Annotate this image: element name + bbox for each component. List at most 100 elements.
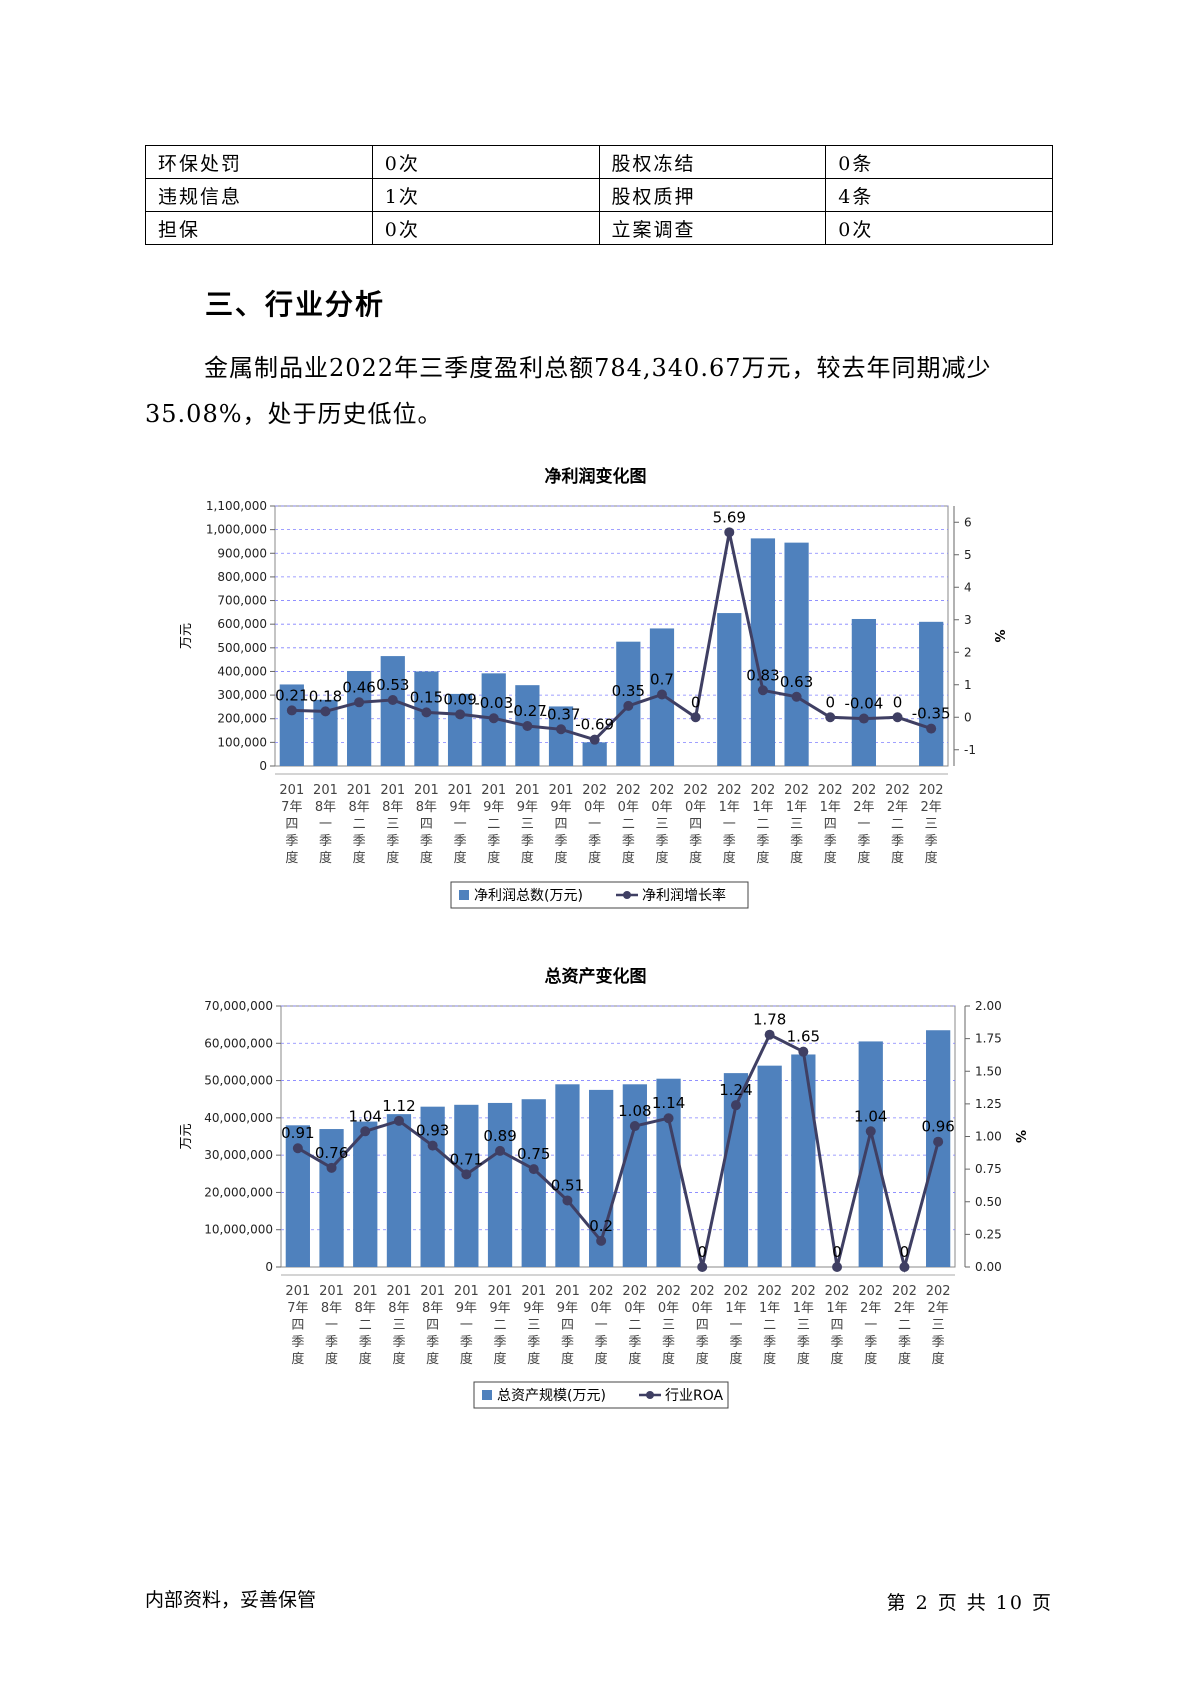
line-point [690,712,701,723]
x-tick-label: 季 [925,834,938,849]
x-tick-label: 季 [527,1335,540,1350]
data-label: 0 [893,693,903,711]
line-point [724,527,735,538]
x-tick-label: 9年 [517,800,538,815]
x-tick-label: 1年 [752,800,773,815]
x-tick-label: 1年 [793,1301,814,1316]
x-tick-label: 季 [561,1335,574,1350]
x-tick-label: 8年 [422,1301,443,1316]
y-tick-label: 0 [259,759,267,773]
x-tick-label: 度 [521,850,534,866]
x-tick-label: 202 [892,1284,917,1299]
x-tick-label: 季 [622,834,635,849]
data-label: 1.12 [382,1097,415,1115]
x-tick-label: 一 [595,1318,608,1333]
data-label: 0.93 [416,1122,449,1140]
x-tick-label: 1年 [820,800,841,815]
x-tick-label: 202 [858,1284,883,1299]
x-tick-label: 202 [690,1284,715,1299]
x-tick-label: 0年 [624,1301,645,1316]
bar [582,742,607,766]
series-line [297,1032,940,1273]
data-label: 5.69 [713,508,746,526]
x-tick-label: 四 [285,817,298,832]
profit-chart-title: 净利润变化图 [544,467,647,487]
x-tick-label: 度 [527,1351,540,1367]
x-tick-label: 201 [488,1284,513,1299]
x-tick-label: 202 [818,783,843,798]
data-label: 1.65 [787,1028,820,1046]
bar [784,542,809,766]
x-tick-label: 201 [481,783,506,798]
x-tick-label: 度 [561,1351,574,1367]
x-tick-label: 9年 [489,1301,510,1316]
x-tick-label: 202 [656,1284,681,1299]
x-tick-label: 季 [420,834,433,849]
x-tick-label: 2年 [921,800,942,815]
x-tick-label: 度 [723,850,736,866]
x-tick-label: 2年 [860,1301,881,1316]
x-tick-label: 季 [891,834,904,849]
x-tick-label: 201 [347,783,372,798]
y-tick-label: 300,000 [217,688,267,702]
y2-tick-label: 1.75 [975,1032,1002,1046]
x-tick-label: 一 [454,817,467,832]
y2-tick-label: -1 [964,743,976,757]
x-tick-label: 季 [898,1335,911,1350]
x-tick-label: 季 [494,1335,507,1350]
x-tick-label: 202 [589,1284,614,1299]
line-point [858,713,869,724]
x-tick-label: 季 [824,834,837,849]
y-tick-label: 50,000,000 [204,1074,273,1088]
x-tick-label: 度 [359,1351,372,1367]
y-tick-label: 800,000 [217,570,267,584]
x-tick-label: 1年 [786,800,807,815]
bar [386,1114,412,1267]
bar [347,670,372,766]
x-tick-label: 三 [925,817,938,832]
x-tick-label: 一 [857,817,870,832]
x-tick-label: 度 [420,850,433,866]
x-tick-label: 8年 [321,1301,342,1316]
data-label: 1.78 [753,1011,786,1029]
x-tick-label: 四 [831,1318,844,1333]
bar [622,1084,647,1267]
x-tick-label: 四 [555,817,568,832]
x-tick-label: 二 [353,817,366,832]
x-tick-label: 202 [919,783,944,798]
x-tick-label: 9年 [483,800,504,815]
risk-info-table: 环保处罚 0次 股权冻结 0条 违规信息 1次 股权质押 4条 担保 0次 立案调查 0次 [145,145,1053,245]
line-point [427,1140,438,1151]
y-tick-label: 400,000 [217,664,267,678]
data-label: -0.03 [474,694,513,712]
line-point [589,734,600,745]
y2-tick-label: 0.50 [975,1195,1002,1209]
line-point [354,697,365,708]
data-label: 0.21 [275,686,308,704]
x-tick-label: 度 [898,1351,911,1367]
data-label: -0.35 [912,705,951,723]
x-tick-label: 三 [932,1318,945,1333]
x-tick-label: 一 [729,1318,742,1333]
x-tick-label: 2年 [894,1301,915,1316]
x-tick-label: 1年 [826,1301,847,1316]
x-tick-label: 度 [454,850,467,866]
table-cell: 0条 [825,145,1053,179]
x-tick-label: 季 [723,834,736,849]
x-tick-label: 202 [683,783,708,798]
bar [454,1104,479,1267]
x-tick-label: 一 [325,1318,338,1333]
data-label: 0.91 [281,1124,314,1142]
bar [353,1121,378,1267]
line-point [623,700,634,711]
x-tick-label: 季 [729,1335,742,1350]
x-tick-label: 201 [353,1284,378,1299]
plot-area [280,1005,956,1268]
y2-tick-label: 0.25 [975,1227,1002,1241]
x-tick-label: 季 [797,1335,810,1350]
x-tick-label: 202 [791,1284,816,1299]
y-tick-label: 60,000,000 [204,1036,273,1050]
table-cell: 违规信息 [145,178,373,212]
x-tick-label: 季 [763,1335,776,1350]
summary-paragraph: 金属制品业2022年三季度盈利总额784,340.67万元，较去年同期减少35.… [145,354,992,428]
